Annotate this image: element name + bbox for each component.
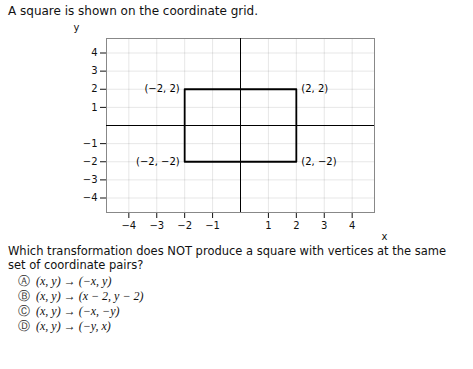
- svg-text:(−2, −2): (−2, −2): [136, 156, 180, 167]
- svg-text:4: 4: [349, 220, 355, 231]
- svg-text:4: 4: [91, 47, 97, 58]
- svg-text:x: x: [382, 231, 388, 242]
- svg-text:−4: −4: [83, 192, 98, 203]
- svg-text:2: 2: [91, 83, 97, 94]
- svg-text:−2: −2: [83, 156, 98, 167]
- html-text:(x, y) → (−y, x): (x, y) → (−y, x): [36, 319, 111, 333]
- svg-text:(2, 2): (2, 2): [301, 83, 328, 94]
- svg-text:−3: −3: [149, 220, 164, 231]
- svg-text:−1: −1: [205, 220, 220, 231]
- svg-text:−1: −1: [83, 138, 98, 149]
- svg-text:1: 1: [91, 102, 97, 113]
- html-text:(x, y) → (−x, y): (x, y) → (−x, y): [36, 274, 112, 288]
- html-text:Which transformation does NOT: Which transformation does NOT produce a …: [8, 244, 447, 272]
- svg-text:−3: −3: [83, 174, 98, 185]
- svg-text:y: y: [74, 22, 80, 33]
- svg-text:3: 3: [321, 220, 327, 231]
- svg-text:(2, −2): (2, −2): [301, 156, 336, 167]
- svg-text:−2: −2: [177, 220, 192, 231]
- svg-text:2: 2: [293, 220, 299, 231]
- svg-text:(−2, 2): (−2, 2): [144, 83, 179, 94]
- html-text:(x, y) → (−x, −y): (x, y) → (−x, −y): [36, 304, 120, 318]
- svg-text:1: 1: [265, 220, 271, 231]
- html-text:(x, y) → (x − 2, y − 2): (x, y) → (x − 2, y − 2): [36, 289, 144, 303]
- svg-text:3: 3: [91, 65, 97, 76]
- svg-text:−4: −4: [121, 220, 136, 231]
- html-text:A square is shown on the coord: A square is shown on the coordinate grid…: [8, 4, 258, 18]
